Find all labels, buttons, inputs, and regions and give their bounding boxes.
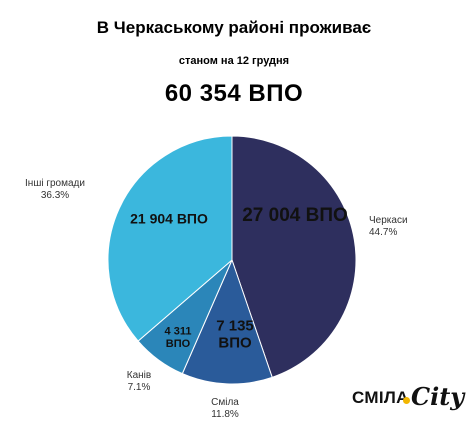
logo-text-script: City: [411, 382, 465, 411]
chart-title: В Черкаському районі проживає: [96, 18, 372, 37]
slice-value-label: ВПО: [166, 338, 191, 350]
smila-city-logo: СМІЛА City: [352, 382, 465, 416]
slice-category-label: Канів: [127, 370, 151, 381]
slice-value-label: 21 904 ВПО: [130, 211, 208, 227]
slice-value-label: 27 004 ВПО: [242, 205, 348, 226]
slice-category-label: Черкаси: [369, 215, 408, 226]
chart-subtitle: станом на 12 грудня: [178, 55, 290, 67]
pie-slice-3: [107, 135, 233, 342]
slice-category-label: Сміла: [211, 397, 239, 408]
logo-dot-icon: [403, 397, 410, 404]
slice-percent-label: 7.1%: [128, 382, 151, 393]
pie-slice-0: [231, 135, 357, 378]
slice-category-label: Інші громади: [25, 178, 85, 189]
logo-text-main: СМІЛА: [352, 388, 409, 407]
slice-value-label: 7 135: [216, 317, 254, 334]
slice-percent-label: 36.3%: [41, 190, 69, 201]
total-count: 60 354 ВПО: [164, 80, 304, 107]
pie-slices: [107, 135, 357, 385]
slice-percent-label: 44.7%: [369, 227, 397, 238]
pie-slice-1: [181, 258, 273, 385]
slice-value-label: 4 311: [165, 326, 192, 338]
slice-percent-label: 11.8%: [211, 409, 239, 420]
slice-value-label: ВПО: [218, 335, 252, 352]
